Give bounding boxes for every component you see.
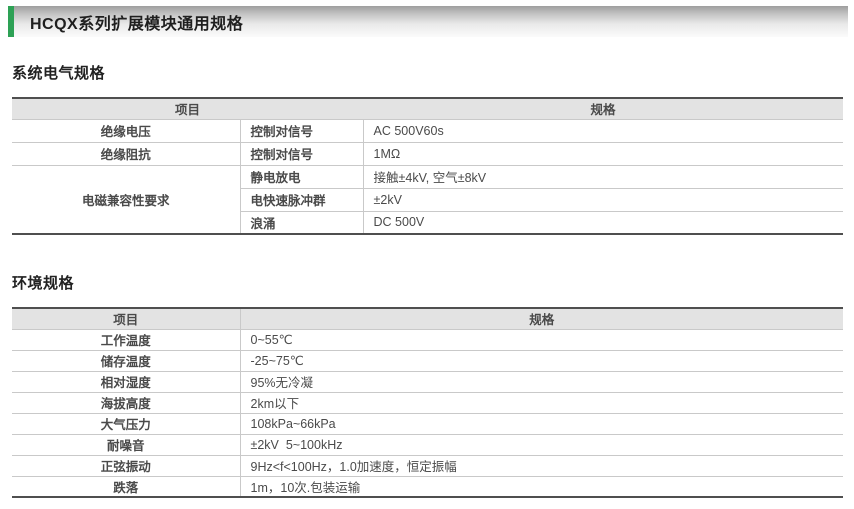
item-cell: 正弦振动 [12, 454, 240, 476]
column-header-item: 项目 [12, 308, 240, 329]
item-cell: 大气压力 [12, 412, 240, 434]
table-row: 储存温度 -25~75℃ [12, 349, 843, 371]
sub-item-cell: 控制对信号 [239, 141, 364, 165]
column-header-spec: 规格 [363, 98, 844, 119]
sub-item-cell: 控制对信号 [239, 118, 364, 142]
table-row: 绝缘电压 控制对信号 AC 500V60s [12, 118, 844, 142]
section-heading-electrical: 系统电气规格 [12, 65, 106, 82]
spec-value-cell: 95%无冷凝 [239, 370, 843, 392]
item-cell: 绝缘电压 [12, 118, 240, 142]
sub-item-cell: 浪涌 [239, 210, 364, 234]
item-cell: 跌落 [12, 475, 240, 497]
table-row: 电快速脉冲群 ±2kV [12, 187, 844, 211]
table-row: 电磁兼容性要求 静电放电 接触±4kV, 空气±8kV [12, 164, 844, 234]
table-row: 工作温度 0~55℃ [12, 328, 843, 350]
table-row: 跌落 1m，10次.包装运输 [12, 475, 843, 497]
item-cell: 绝缘阻抗 [12, 141, 240, 165]
table-row: 大气压力 108kPa~66kPa [12, 412, 843, 434]
spec-value-cell: ±2kV 5~100kHz [239, 433, 843, 455]
page-title: HCQX系列扩展模块通用规格 [30, 15, 244, 33]
table-header-row: 项目 规格 [12, 98, 844, 119]
spec-value-cell: 1m，10次.包装运输 [239, 475, 843, 497]
table-row: 正弦振动 9Hz<f<100Hz，1.0加速度，恒定振幅 [12, 454, 843, 476]
table-header-row: 项目 规格 [12, 308, 843, 329]
spec-value-cell: 1MΩ [362, 141, 844, 165]
table-row: 绝缘阻抗 控制对信号 1MΩ [12, 141, 844, 165]
item-cell: 工作温度 [12, 328, 240, 350]
page-title-bar: HCQX系列扩展模块通用规格 [8, 6, 848, 37]
sub-item-cell: 静电放电 [239, 164, 364, 188]
table-row: 海拔高度 2km以下 [12, 391, 843, 413]
spec-value-cell: 2km以下 [239, 391, 843, 413]
column-header-item: 项目 [12, 98, 364, 119]
column-header-spec: 规格 [239, 308, 843, 329]
electrical-spec-table: 项目 规格 绝缘电压 控制对信号 AC 500V60s 绝缘阻抗 控制对信号 1… [12, 97, 844, 235]
spec-value-cell: DC 500V [362, 210, 844, 234]
table-row: 耐噪音 ±2kV 5~100kHz [12, 433, 843, 455]
spec-value-cell: AC 500V60s [362, 118, 844, 142]
table-row: 相对湿度 95%无冷凝 [12, 370, 843, 392]
environment-spec-table: 项目 规格 工作温度 0~55℃ 储存温度 -25~75℃ 相对湿度 95%无冷… [12, 307, 843, 498]
sub-item-cell: 电快速脉冲群 [239, 187, 364, 211]
item-cell-emc: 电磁兼容性要求 [12, 164, 240, 234]
item-cell: 耐噪音 [12, 433, 240, 455]
item-cell: 储存温度 [12, 349, 240, 371]
section-heading-environment: 环境规格 [12, 275, 75, 292]
table-row: 浪涌 DC 500V [12, 210, 844, 234]
item-cell: 海拔高度 [12, 391, 240, 413]
item-cell: 相对湿度 [12, 370, 240, 392]
spec-value-cell: 接触±4kV, 空气±8kV [362, 164, 844, 188]
spec-value-cell: 0~55℃ [239, 328, 843, 350]
spec-value-cell: ±2kV [362, 187, 844, 211]
spec-value-cell: 9Hz<f<100Hz，1.0加速度，恒定振幅 [239, 454, 843, 476]
spec-value-cell: 108kPa~66kPa [239, 412, 843, 434]
spec-value-cell: -25~75℃ [239, 349, 843, 371]
